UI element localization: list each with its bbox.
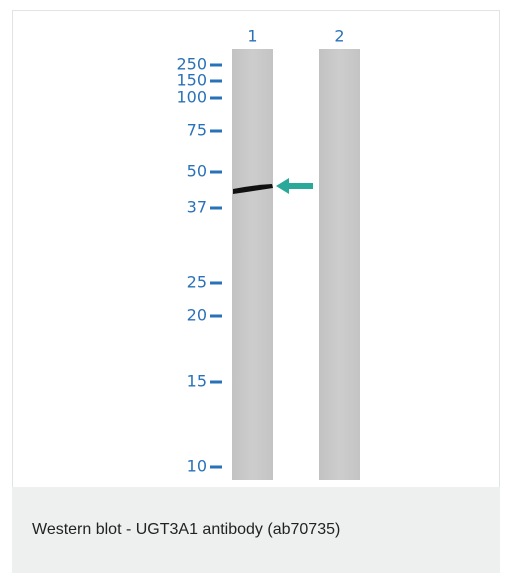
lane-label: 2 <box>334 27 344 46</box>
lane <box>319 49 360 480</box>
marker-label: 25 <box>187 273 207 292</box>
marker-tick <box>210 466 222 469</box>
marker-label: 10 <box>187 457 207 476</box>
marker-label: 15 <box>187 372 207 391</box>
marker-tick <box>210 207 222 210</box>
marker-label: 37 <box>187 198 207 217</box>
marker-tick <box>210 97 222 100</box>
marker-label: 20 <box>187 306 207 325</box>
caption-box: Western blot - UGT3A1 antibody (ab70735) <box>12 487 500 573</box>
marker-tick <box>210 171 222 174</box>
marker-label: 100 <box>176 88 207 107</box>
marker-label: 50 <box>187 162 207 181</box>
arrow <box>276 178 313 194</box>
marker-label: 75 <box>187 121 207 140</box>
marker-tick <box>210 80 222 83</box>
marker-tick <box>210 64 222 67</box>
marker-tick <box>210 130 222 133</box>
page: 1225015010075503725201510 Western blot -… <box>0 0 512 573</box>
marker-tick <box>210 315 222 318</box>
marker-tick <box>210 381 222 384</box>
lane <box>232 49 273 480</box>
lane-label: 1 <box>247 27 257 46</box>
marker-tick <box>210 282 222 285</box>
caption: Western blot - UGT3A1 antibody (ab70735) <box>32 521 340 539</box>
